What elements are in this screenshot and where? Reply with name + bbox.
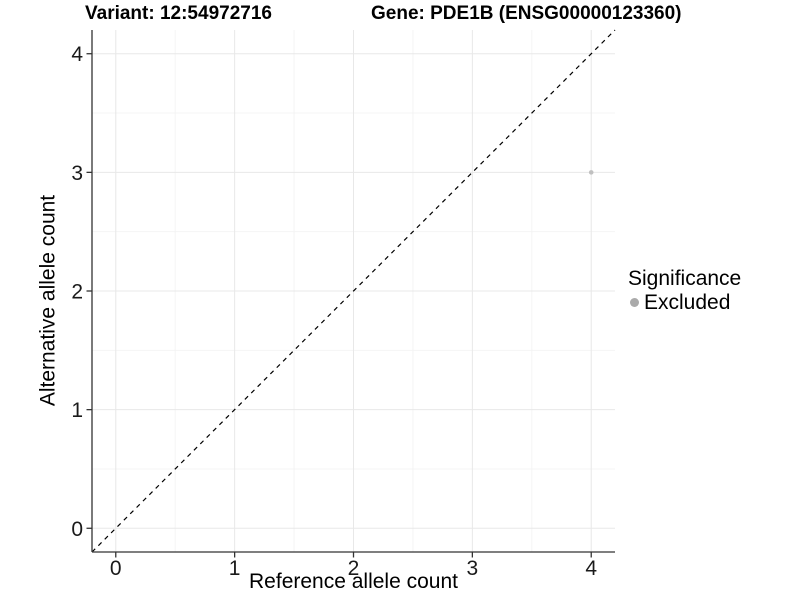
legend-item: Excluded [628, 291, 741, 314]
x-tick-label: 1 [229, 557, 241, 580]
legend-item-label: Excluded [644, 290, 731, 314]
identity-reference-line [91, 29, 616, 553]
data-point [588, 170, 594, 175]
x-tick-label: 2 [348, 557, 360, 580]
y-tick-label: 1 [71, 399, 83, 422]
x-tick-label: 0 [110, 557, 122, 580]
legend-items: Excluded [628, 291, 741, 314]
x-tick-label: 4 [585, 557, 597, 580]
x-tick-label: 3 [467, 557, 479, 580]
y-tick-label: 3 [71, 162, 83, 185]
gene-title: Gene: PDE1B (ENSG00000123360) [371, 3, 682, 24]
y-tick-label: 0 [71, 518, 83, 541]
legend-title: Significance [628, 267, 742, 290]
y-tick-label: 4 [71, 43, 83, 66]
legend: Significance Excluded [628, 266, 741, 314]
legend-key-dot-icon [630, 298, 639, 307]
y-tick-label: 2 [71, 281, 83, 304]
variant-title: Variant: 12:54972716 [85, 3, 272, 24]
x-axis-title: Reference allele count [249, 570, 458, 593]
